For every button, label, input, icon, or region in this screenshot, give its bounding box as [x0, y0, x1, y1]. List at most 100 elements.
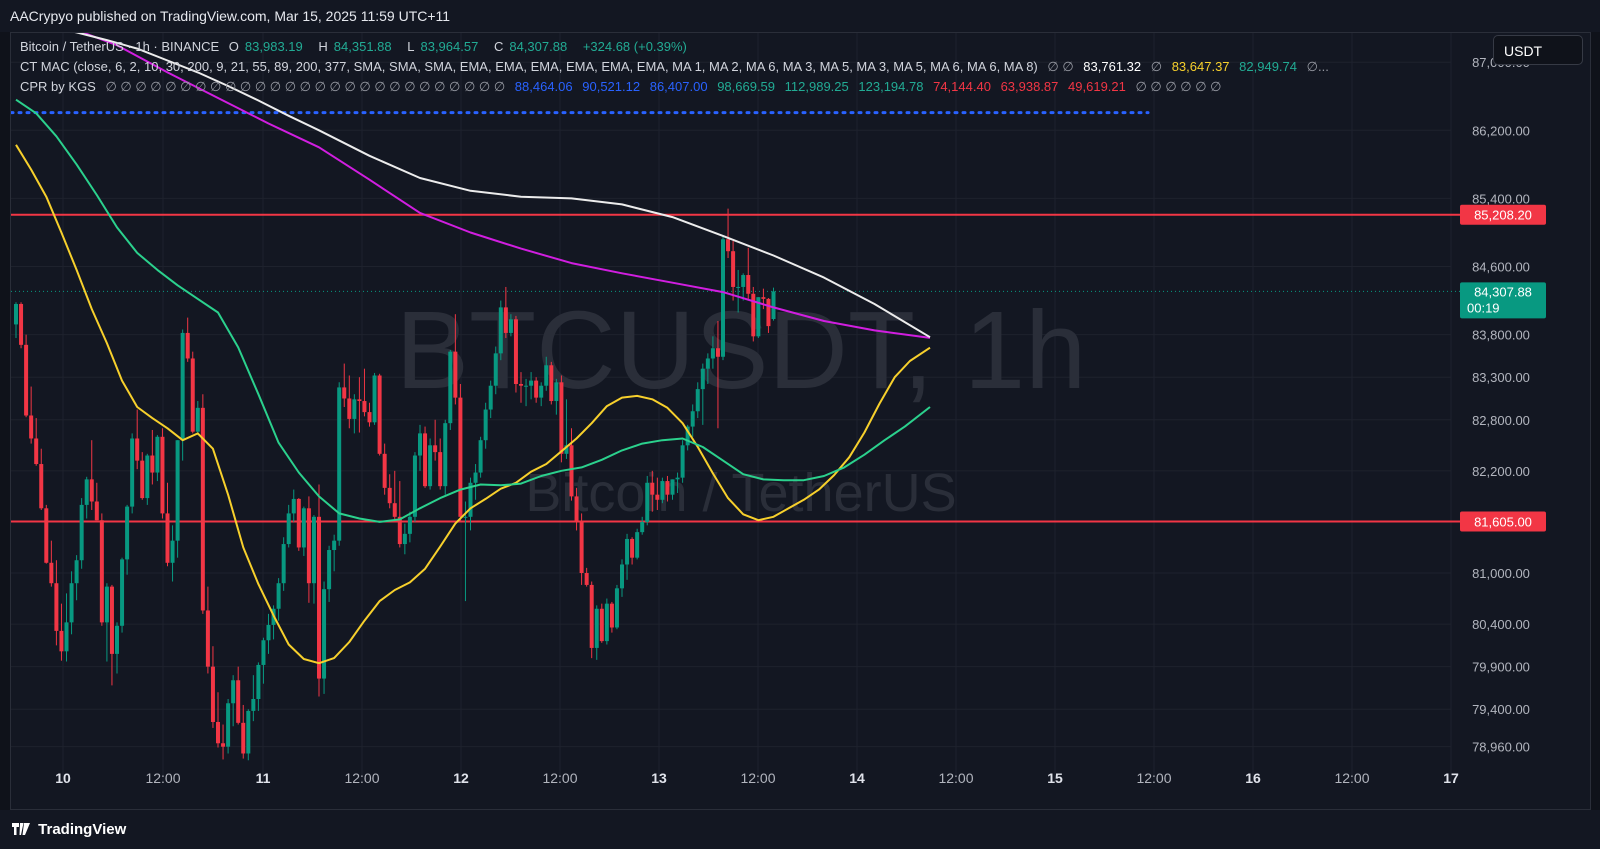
candle-body[interactable] — [392, 503, 397, 517]
candle-body[interactable] — [49, 562, 54, 584]
candle-body[interactable] — [599, 608, 604, 642]
candle-body[interactable] — [534, 380, 539, 398]
candle-body[interactable] — [498, 307, 503, 354]
candle-body[interactable] — [256, 664, 261, 700]
candle-body[interactable] — [180, 332, 185, 441]
candle-body[interactable] — [690, 411, 695, 427]
candle-body[interactable] — [387, 487, 392, 504]
candle-body[interactable] — [347, 398, 352, 419]
candle-body[interactable] — [614, 588, 619, 628]
candle-body[interactable] — [766, 298, 771, 327]
candle-body[interactable] — [210, 666, 215, 722]
candle-body[interactable] — [761, 297, 766, 299]
candle-body[interactable] — [529, 380, 534, 386]
candle-body[interactable] — [771, 291, 776, 320]
candle-body[interactable] — [564, 445, 569, 454]
candle-body[interactable] — [195, 407, 200, 432]
candle-body[interactable] — [24, 344, 29, 416]
level-price-badge[interactable] — [1460, 204, 1546, 225]
candle-body[interactable] — [44, 508, 49, 563]
candle-body[interactable] — [554, 382, 559, 402]
candle-body[interactable] — [418, 433, 422, 456]
candle-body[interactable] — [604, 603, 609, 642]
candle-body[interactable] — [635, 532, 640, 558]
candle-body[interactable] — [751, 293, 756, 337]
candle-body[interactable] — [185, 332, 190, 359]
candle-body[interactable] — [69, 583, 74, 623]
candle-body[interactable] — [640, 521, 645, 533]
candle-body[interactable] — [463, 516, 468, 518]
candle-body[interactable] — [448, 351, 453, 424]
candle-body[interactable] — [731, 251, 736, 287]
candle-body[interactable] — [453, 351, 458, 398]
candle-body[interactable] — [503, 307, 508, 333]
candle-body[interactable] — [685, 426, 690, 446]
candle-body[interactable] — [700, 368, 705, 390]
candle-body[interactable] — [130, 438, 135, 507]
candle-body[interactable] — [327, 550, 332, 590]
candle-body[interactable] — [569, 445, 574, 497]
candle-body[interactable] — [109, 586, 114, 654]
candle-body[interactable] — [241, 722, 246, 754]
candle-body[interactable] — [488, 385, 493, 410]
candle-body[interactable] — [630, 538, 635, 558]
candle-body[interactable] — [59, 630, 64, 652]
candle-body[interactable] — [726, 239, 731, 252]
legend-main[interactable]: Bitcoin / TetherUS · 1h · BINANCE O 83,98… — [20, 39, 693, 54]
candle-body[interactable] — [231, 680, 236, 704]
candle-body[interactable] — [412, 455, 417, 517]
candle-body[interactable] — [665, 481, 670, 495]
currency-button[interactable]: USDT — [1493, 35, 1583, 65]
candle-body[interactable] — [34, 438, 39, 465]
candle-body[interactable] — [710, 348, 715, 359]
candle-body[interactable] — [89, 479, 94, 502]
candle-body[interactable] — [579, 521, 584, 574]
candle-body[interactable] — [99, 520, 104, 623]
level-price-badge[interactable] — [1460, 511, 1546, 532]
candle-body[interactable] — [473, 472, 478, 483]
candle-body[interactable] — [190, 358, 195, 432]
candle-body[interactable] — [291, 498, 296, 514]
candle-body[interactable] — [443, 423, 448, 487]
candle-body[interactable] — [221, 743, 226, 747]
candle-body[interactable] — [660, 481, 665, 500]
candle-body[interactable] — [140, 460, 145, 499]
candle-body[interactable] — [19, 303, 24, 345]
candle-body[interactable] — [296, 498, 301, 548]
candle-body[interactable] — [281, 544, 286, 584]
candle-body[interactable] — [680, 445, 685, 478]
candle-body[interactable] — [367, 412, 372, 423]
candle-body[interactable] — [675, 477, 680, 480]
candle-body[interactable] — [357, 399, 362, 402]
candle-body[interactable] — [741, 275, 746, 287]
candle-body[interactable] — [337, 387, 342, 541]
candle-body[interactable] — [94, 501, 99, 521]
candle-body[interactable] — [311, 516, 316, 584]
candle-body[interactable] — [589, 584, 594, 648]
candle-body[interactable] — [574, 496, 579, 522]
candle-body[interactable] — [145, 455, 150, 499]
candle-body[interactable] — [715, 348, 720, 357]
candle-body[interactable] — [251, 699, 256, 711]
candle-body[interactable] — [372, 375, 377, 423]
candle-body[interactable] — [650, 482, 655, 495]
candle-body[interactable] — [721, 239, 725, 357]
candle-body[interactable] — [236, 680, 241, 723]
candle-body[interactable] — [756, 297, 761, 337]
candle-body[interactable] — [342, 387, 347, 399]
candle-body[interactable] — [175, 440, 180, 541]
candle-body[interactable] — [352, 399, 357, 419]
candle-body[interactable] — [332, 540, 337, 551]
candle-body[interactable] — [423, 433, 428, 487]
candle-body[interactable] — [377, 375, 382, 454]
candle-body[interactable] — [524, 385, 529, 387]
candle-body[interactable] — [407, 516, 412, 534]
candle-body[interactable] — [39, 464, 44, 509]
candle-body[interactable] — [276, 583, 281, 609]
candle-body[interactable] — [493, 353, 498, 386]
candle-body[interactable] — [64, 622, 69, 652]
candle-body[interactable] — [322, 589, 327, 679]
candle-body[interactable] — [382, 453, 387, 488]
